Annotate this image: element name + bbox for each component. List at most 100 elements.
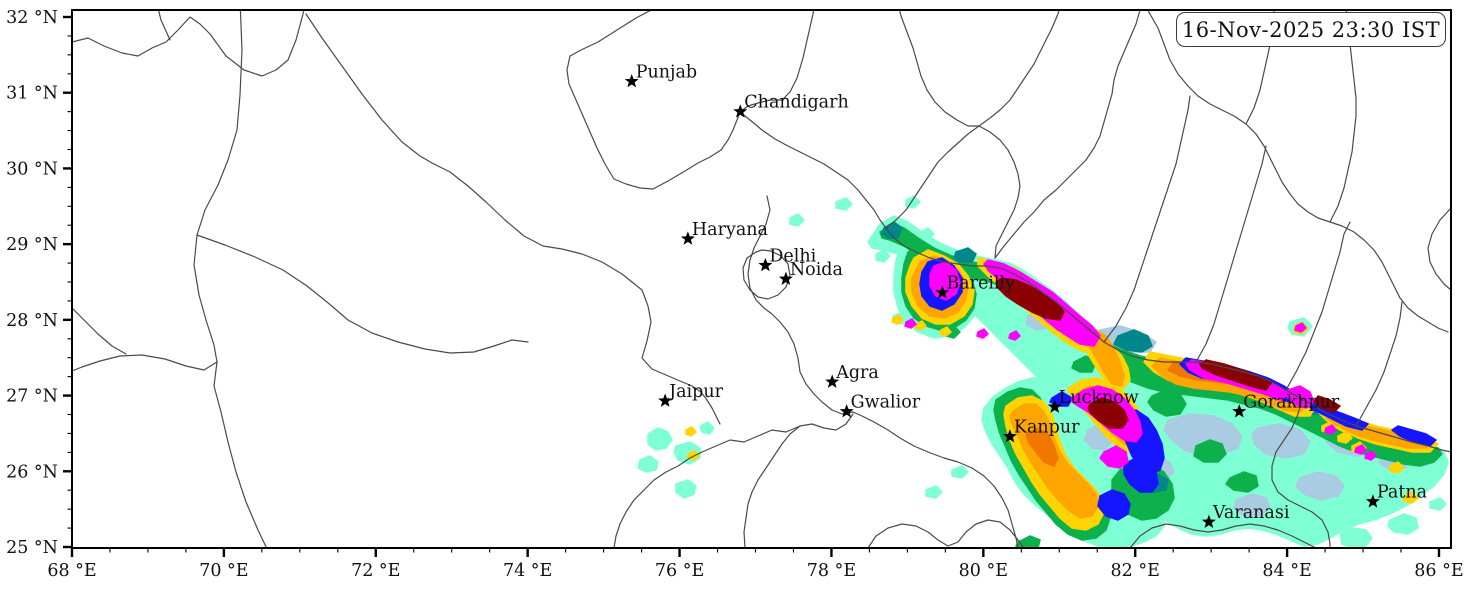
- admin-boundary: [978, 125, 1021, 259]
- rain-cell-magenta: [1008, 330, 1021, 341]
- rain-cell-magenta: [1364, 450, 1377, 461]
- rain-cell-magenta: [976, 328, 989, 339]
- city-marker-gwalior: [839, 404, 854, 418]
- admin-boundary: [72, 354, 218, 372]
- city-label-chandigarh: Chandigarh: [744, 93, 848, 113]
- admin-boundary: [1285, 221, 1351, 391]
- y-tick-label: 28 °N: [6, 311, 58, 331]
- admin-boundary: [1103, 95, 1191, 343]
- city-marker-delhi: [758, 257, 773, 272]
- admin-boundary: [1427, 207, 1451, 291]
- rain-cell-light_blue: [1233, 493, 1271, 517]
- rain-cell-magenta: [1099, 445, 1129, 469]
- city-label-haryana: Haryana: [692, 220, 768, 240]
- rain-cell-dark_red: [995, 277, 1065, 321]
- city-label-noida: Noida: [790, 260, 843, 280]
- rain-cell-dark_orange: [1025, 427, 1059, 467]
- x-tick-label: 80 °E: [959, 561, 1008, 581]
- rain-cell-aquamarine: [925, 485, 943, 499]
- city-marker-noida: [778, 271, 793, 285]
- admin-boundary: [566, 10, 815, 190]
- rain-cell-yellow: [1337, 431, 1353, 444]
- rain-cell-aquamarine: [835, 197, 853, 211]
- axes-layer: 68 °E 70 °E 72 °E 74 °E 76 °E 78 °E 80 °E 82 °E…: [6, 8, 1464, 581]
- timestamp-label: 16-Nov-2025 23:30 IST: [1181, 17, 1441, 42]
- x-tick-label: 68 °E: [47, 561, 96, 581]
- admin-boundary: [196, 234, 529, 354]
- city-label-kanpur: Kanpur: [1014, 417, 1080, 437]
- timestamp-badge: 16-Nov-2025 23:30 IST: [1176, 12, 1446, 47]
- rain-cell-dark_red: [1313, 395, 1341, 413]
- city-marker-varanasi: [1201, 514, 1216, 528]
- city-label-bareilly: Bareilly: [946, 274, 1015, 294]
- rain-cell-aquamarine: [637, 455, 659, 473]
- city-label-punjab: Punjab: [636, 62, 697, 82]
- city-marker-haryana: [680, 231, 695, 245]
- rain-cell-yellow: [914, 320, 927, 331]
- y-tick-label: 31 °N: [6, 84, 58, 104]
- rain-cell-magenta: [1354, 444, 1367, 455]
- rain-cell-magenta: [1294, 322, 1307, 333]
- rain-cell-magenta: [904, 318, 917, 329]
- rain-cell-yellow: [1389, 461, 1405, 474]
- y-tick-label: 29 °N: [6, 235, 58, 255]
- city-label-delhi: Delhi: [769, 246, 816, 266]
- city-label-gwalior: Gwalior: [851, 392, 921, 412]
- y-tick-label: 25 °N: [6, 538, 58, 558]
- city-label-jaipur: Jaipur: [667, 382, 724, 402]
- city-label-gorakhpur: Gorakhpur: [1243, 392, 1340, 412]
- rain-intensity-layer: [637, 195, 1449, 548]
- rain-cell-aquamarine: [919, 227, 935, 241]
- city-label-agra: Agra: [835, 363, 879, 383]
- x-tick-label: 76 °E: [655, 561, 704, 581]
- admin-boundary: [72, 307, 127, 355]
- admin-boundary: [1195, 145, 1267, 363]
- rain-cell-teal: [1113, 329, 1153, 353]
- rain-cell-green: [1193, 439, 1227, 463]
- y-tick-label: 27 °N: [6, 387, 58, 407]
- admin-boundary: [1129, 523, 1317, 548]
- x-tick-label: 78 °E: [807, 561, 856, 581]
- admin-boundary: [743, 413, 854, 548]
- rain-cell-aquamarine: [1397, 473, 1415, 487]
- map-layers: [72, 10, 1451, 548]
- admin-boundary: [1147, 10, 1449, 333]
- city-marker-jaipur: [658, 393, 673, 407]
- admin-boundary: [885, 10, 1060, 229]
- y-tick-label: 30 °N: [6, 159, 58, 179]
- rain-cell-green: [1147, 389, 1187, 417]
- rain-cell-aquamarine: [1339, 527, 1373, 548]
- rain-cell-aquamarine: [675, 479, 697, 499]
- city-marker-lucknow: [1047, 399, 1062, 413]
- rain-cell-aquamarine: [875, 249, 891, 263]
- rain-cell-dark_red: [1087, 397, 1129, 429]
- y-tick-label: 26 °N: [6, 462, 58, 482]
- admin-boundary: [852, 411, 1019, 548]
- city-label-patna: Patna: [1377, 483, 1427, 503]
- rain-cell-aquamarine: [699, 421, 715, 435]
- rain-cell-dark_red: [1199, 359, 1273, 391]
- rain-cell-green: [1225, 471, 1259, 493]
- admin-boundary: [1355, 301, 1403, 427]
- admin-boundary: [739, 111, 887, 229]
- city-label-lucknow: Lucknow: [1059, 388, 1139, 408]
- city-marker-chandigarh: [733, 104, 748, 118]
- admin-boundary: [1271, 399, 1331, 548]
- x-tick-label: 82 °E: [1111, 561, 1160, 581]
- city-marker-kanpur: [1002, 429, 1017, 443]
- admin-boundary: [994, 10, 1141, 259]
- rain-cell-aquamarine: [1387, 513, 1419, 535]
- plot-border: [71, 9, 1452, 549]
- admin-boundary: [613, 425, 801, 548]
- rain-cell-aquamarine: [647, 427, 673, 451]
- city-marker-bareilly: [935, 285, 950, 299]
- rain-cell-yellow: [1403, 491, 1419, 504]
- x-tick-label: 70 °E: [199, 561, 248, 581]
- admin-boundary: [867, 519, 1025, 548]
- rain-cell-yellow: [891, 314, 904, 325]
- admin-boundary: [72, 10, 305, 77]
- rain-cell-magenta: [1324, 424, 1337, 435]
